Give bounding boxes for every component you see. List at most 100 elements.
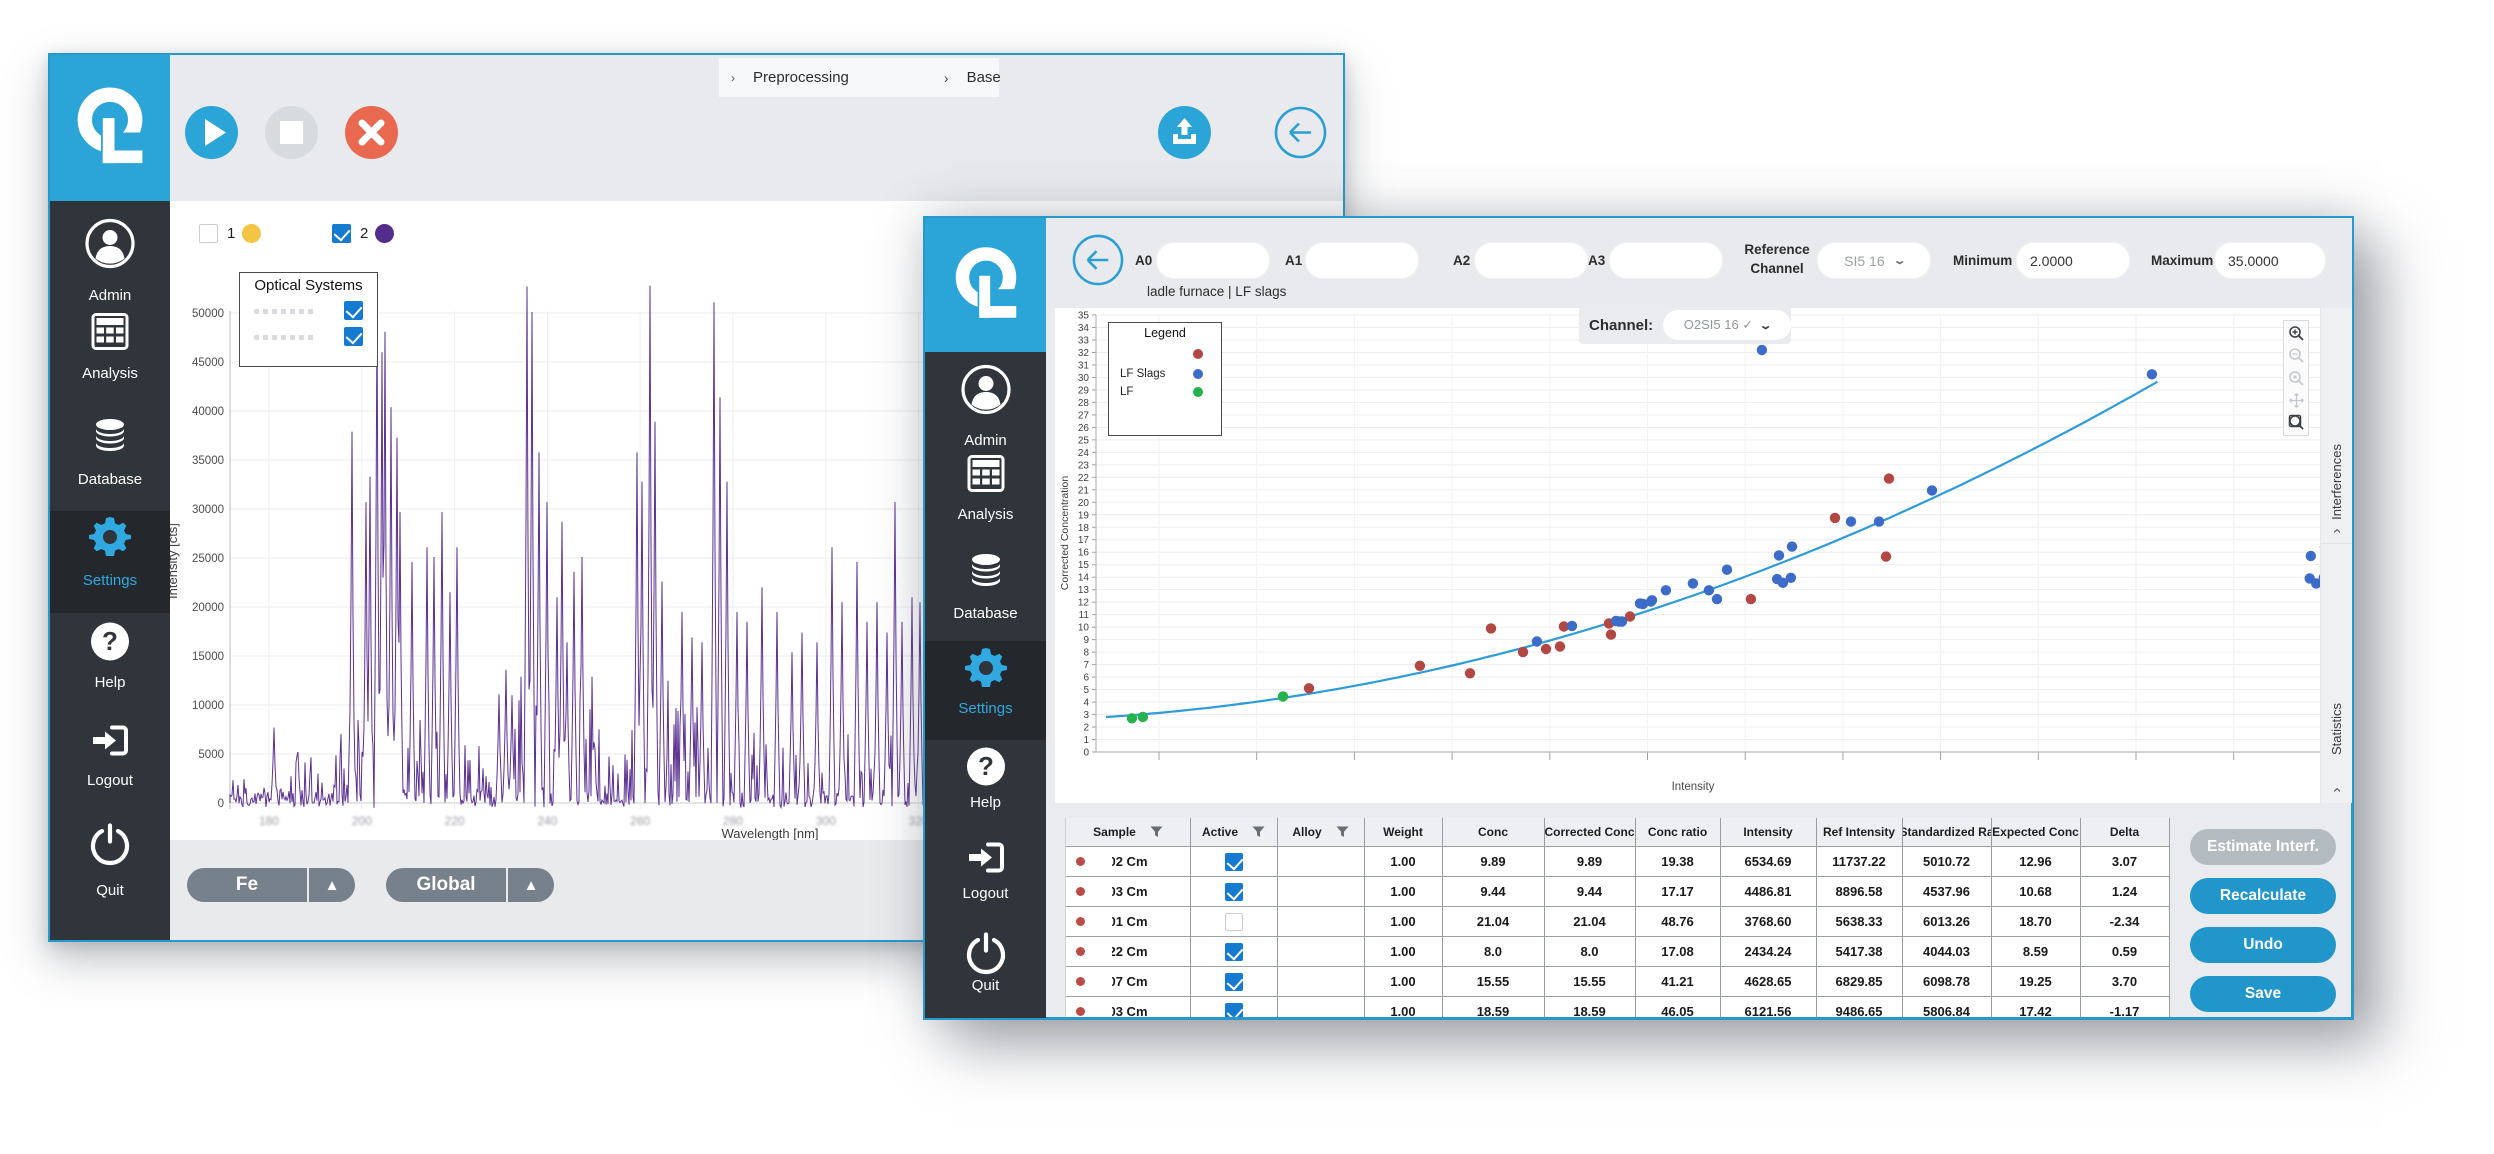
column-header-intensity[interactable]: Intensity <box>1743 825 1793 839</box>
table-row[interactable]: 03 Cm 1.00 18.59 18.59 46.05 6121.56 9486.65 58… <box>1066 996 2169 1017</box>
table-row[interactable]: 07 Cm 1.00 15.55 15.55 41.21 4628.65 6829.85 60… <box>1066 966 2169 996</box>
series-checkbox-1[interactable] <box>199 224 218 243</box>
cell-sample: 07 Cm <box>1066 967 1190 996</box>
redaction-mask <box>1067 848 1112 875</box>
cell-alloy <box>1277 877 1364 906</box>
cancel-button[interactable] <box>345 106 398 159</box>
stop-button[interactable] <box>265 106 318 159</box>
cell-expected_conc: 10.68 <box>2019 884 2052 899</box>
series-toggle-1[interactable]: 1 <box>199 224 262 243</box>
cell-corrected_conc: 8.0 <box>1580 944 1599 959</box>
chevron-down-icon: ⌄ <box>1758 319 1773 332</box>
column-header-delta[interactable]: Delta <box>2109 825 2140 839</box>
back-button[interactable] <box>1072 234 1125 287</box>
legend-checkbox-2[interactable] <box>344 327 363 346</box>
back-button[interactable] <box>1274 106 1327 159</box>
column-header-conc[interactable]: Conc <box>1478 825 1508 839</box>
series-color-dot <box>375 224 395 243</box>
zoom-reset-button[interactable] <box>2288 370 2305 387</box>
series-toggle-2[interactable]: 2 <box>332 224 395 243</box>
legend-dot <box>1193 387 1203 397</box>
active-checkbox[interactable] <box>1224 942 1243 961</box>
field-a3[interactable] <box>1609 242 1723 279</box>
side-tab-statistics[interactable]: Statistics › <box>2321 544 2352 803</box>
divider <box>506 868 508 902</box>
active-checkbox[interactable] <box>1224 1002 1243 1017</box>
play-button[interactable] <box>185 106 238 159</box>
column-header-weight[interactable]: Weight <box>1383 825 1423 839</box>
cell-standardized_ratio: 6098.78 <box>1923 974 1970 989</box>
dropdown-global[interactable]: Global ▲ <box>386 868 554 902</box>
svg-text:260: 260 <box>630 814 650 828</box>
series-checkbox-2[interactable] <box>332 224 351 243</box>
chevron-up-icon[interactable]: ▲ <box>523 876 539 894</box>
cell-ref_intensity: 11737.22 <box>1832 854 1886 869</box>
app-logo-icon <box>955 247 1025 320</box>
chevron-up-icon[interactable]: ▲ <box>324 876 340 894</box>
active-checkbox[interactable] <box>1224 882 1243 901</box>
filter-icon[interactable] <box>1336 826 1349 838</box>
cell-active <box>1190 907 1277 936</box>
sample-name: 07 Cm <box>1108 974 1148 989</box>
sidebar-item-label: Database <box>77 471 143 488</box>
column-header-standardized-ra[interactable]: Standardized Ra <box>1902 825 1991 839</box>
column-divider <box>1277 818 1278 1017</box>
dropdown-fe[interactable]: Fe ▲ <box>187 868 355 902</box>
active-checkbox[interactable] <box>1224 912 1243 931</box>
minimum-field[interactable]: 2.0000 <box>2016 242 2130 279</box>
sample-name: 01 Cm <box>1108 914 1148 929</box>
column-header-conc-ratio[interactable]: Conc ratio <box>1647 825 1708 839</box>
pan-button[interactable] <box>2288 392 2305 409</box>
channel-control: Channel: O2SI5 16 ✓ ⌄ <box>1579 306 1791 344</box>
column-header-expected-conc[interactable]: Expected Conc <box>1992 825 2079 839</box>
undobutton[interactable]: Undo <box>2190 927 2336 963</box>
table-row[interactable]: 01 Cm 1.00 21.04 21.04 48.76 3768.60 5638.33 60… <box>1066 906 2169 936</box>
cell-conc_ratio: 19.38 <box>1661 854 1694 869</box>
upload-button[interactable] <box>1158 106 1211 159</box>
app-logo <box>50 55 170 201</box>
column-header-alloy[interactable]: Alloy <box>1277 818 1364 846</box>
cell-weight: 1.00 <box>1390 974 1416 989</box>
channel-select[interactable]: O2SI5 16 ✓ ⌄ <box>1663 310 1791 340</box>
column-header-ref-intensity[interactable]: Ref Intensity <box>1822 825 1895 839</box>
svg-text:34: 34 <box>1078 323 1090 334</box>
active-checkbox[interactable] <box>1224 972 1243 991</box>
legend-row: LF Slags <box>1109 365 1221 383</box>
zoom-out-button[interactable] <box>2288 347 2305 364</box>
database-icon <box>89 417 131 464</box>
breadcrumb-item-preprocessing[interactable]: Preprocessing <box>753 69 849 86</box>
column-header-sample[interactable]: Sample <box>1066 818 1190 846</box>
field-a2[interactable] <box>1474 242 1588 279</box>
filter-icon[interactable] <box>1150 826 1163 838</box>
legend-checkbox-1[interactable] <box>344 301 363 320</box>
field-a1[interactable] <box>1305 242 1419 279</box>
breadcrumb-item-base[interactable]: Base <box>966 69 1001 86</box>
status-dot <box>1076 857 1085 866</box>
column-header-corrected-conc[interactable]: Corrected Conc <box>1544 825 1635 839</box>
savebutton[interactable]: Save <box>2190 976 2336 1012</box>
svg-text:10000: 10000 <box>192 700 224 712</box>
estimate-interf-button[interactable]: Estimate Interf. <box>2190 829 2336 865</box>
samples-table: Sample Active Alloy Weight Conc Corrected Con… <box>1065 818 2170 1017</box>
svg-text:220: 220 <box>445 814 465 828</box>
reference-channel-select[interactable]: SI5 16 ⌄ <box>1817 242 1931 279</box>
zoom-in-button[interactable] <box>2288 325 2305 342</box>
cell-sample: 03 Cm <box>1066 997 1190 1017</box>
svg-text:?: ? <box>978 751 994 781</box>
table-row[interactable]: 22 Cm 1.00 8.0 8.0 17.08 2434.24 5417.38 4044.0… <box>1066 936 2169 966</box>
filter-icon[interactable] <box>1252 826 1265 838</box>
table-row[interactable]: 02 Cm 1.00 9.89 9.89 19.38 6534.69 11737.22 501… <box>1066 846 2169 876</box>
active-checkbox[interactable] <box>1224 852 1243 871</box>
column-header-active[interactable]: Active <box>1190 818 1277 846</box>
table-row[interactable]: 03 Cm 1.00 9.44 9.44 17.17 4486.81 8896.58 4537… <box>1066 876 2169 906</box>
maximum-field[interactable]: 35.0000 <box>2214 242 2326 279</box>
field-a0[interactable] <box>1156 242 1270 279</box>
breadcrumb[interactable]: › Preprocessing › Base <box>719 58 1001 97</box>
status-dot <box>1076 947 1085 956</box>
recalculatebutton[interactable]: Recalculate <box>2190 878 2336 914</box>
play-icon <box>185 106 238 159</box>
chevron-icon: › <box>2328 787 2345 793</box>
zoom-box-button[interactable] <box>2288 414 2305 431</box>
cell-standardized_ratio: 6013.26 <box>1923 914 1970 929</box>
side-tab-interferences[interactable]: Interferences › <box>2321 308 2352 544</box>
